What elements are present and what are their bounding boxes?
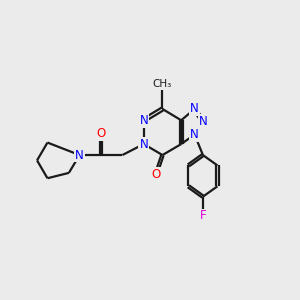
Text: N: N	[199, 115, 207, 128]
Text: CH₃: CH₃	[153, 79, 172, 89]
Text: O: O	[151, 168, 160, 181]
Text: N: N	[140, 114, 148, 127]
Text: N: N	[190, 128, 199, 141]
Text: N: N	[190, 103, 199, 116]
Text: N: N	[75, 148, 84, 162]
Text: F: F	[200, 209, 206, 223]
Text: N: N	[140, 138, 148, 151]
Text: O: O	[96, 127, 106, 140]
